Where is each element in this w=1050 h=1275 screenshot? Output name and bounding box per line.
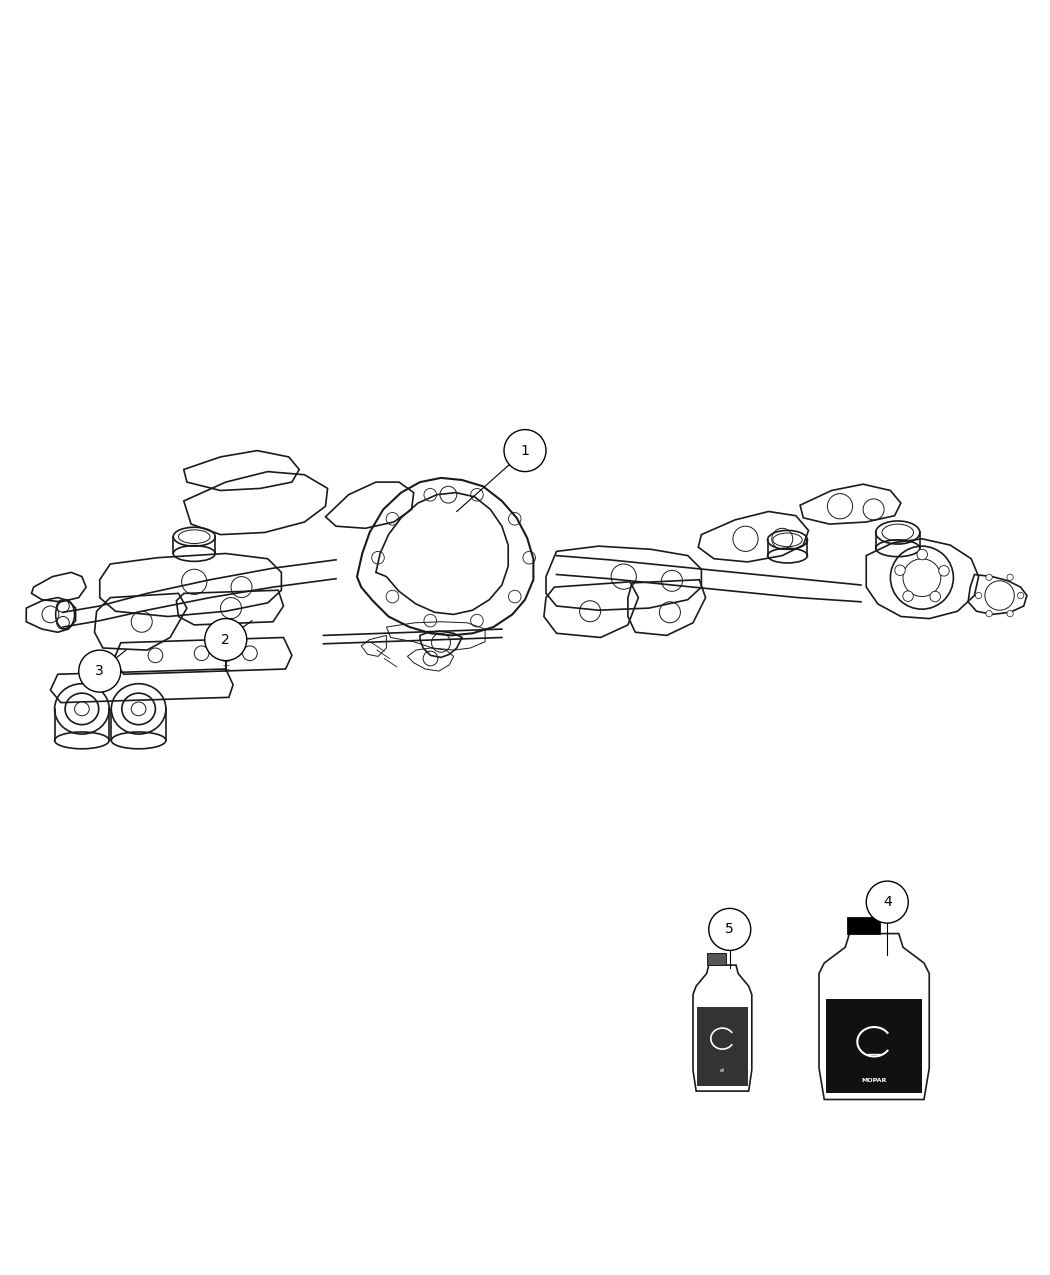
Circle shape	[866, 881, 908, 923]
Circle shape	[1007, 611, 1013, 617]
Circle shape	[895, 565, 905, 575]
Circle shape	[903, 590, 914, 602]
FancyBboxPatch shape	[826, 998, 922, 1093]
Text: 4: 4	[883, 895, 891, 909]
Circle shape	[1017, 593, 1024, 599]
Circle shape	[504, 430, 546, 472]
Text: MOPAR: MOPAR	[861, 1079, 887, 1082]
Ellipse shape	[131, 703, 146, 715]
Circle shape	[917, 550, 927, 560]
Text: el: el	[720, 1067, 724, 1072]
Circle shape	[205, 618, 247, 660]
Text: 2: 2	[222, 632, 230, 646]
Text: 5: 5	[726, 922, 734, 936]
FancyBboxPatch shape	[697, 1007, 748, 1086]
Circle shape	[939, 566, 949, 576]
Text: 1: 1	[521, 444, 529, 458]
Circle shape	[709, 908, 751, 950]
Ellipse shape	[75, 703, 89, 715]
Circle shape	[930, 592, 941, 602]
Circle shape	[986, 611, 992, 617]
FancyBboxPatch shape	[847, 917, 880, 933]
Circle shape	[79, 650, 121, 692]
Circle shape	[1007, 574, 1013, 580]
Text: 3: 3	[96, 664, 104, 678]
Circle shape	[986, 574, 992, 580]
Circle shape	[975, 593, 982, 599]
FancyBboxPatch shape	[707, 952, 726, 965]
